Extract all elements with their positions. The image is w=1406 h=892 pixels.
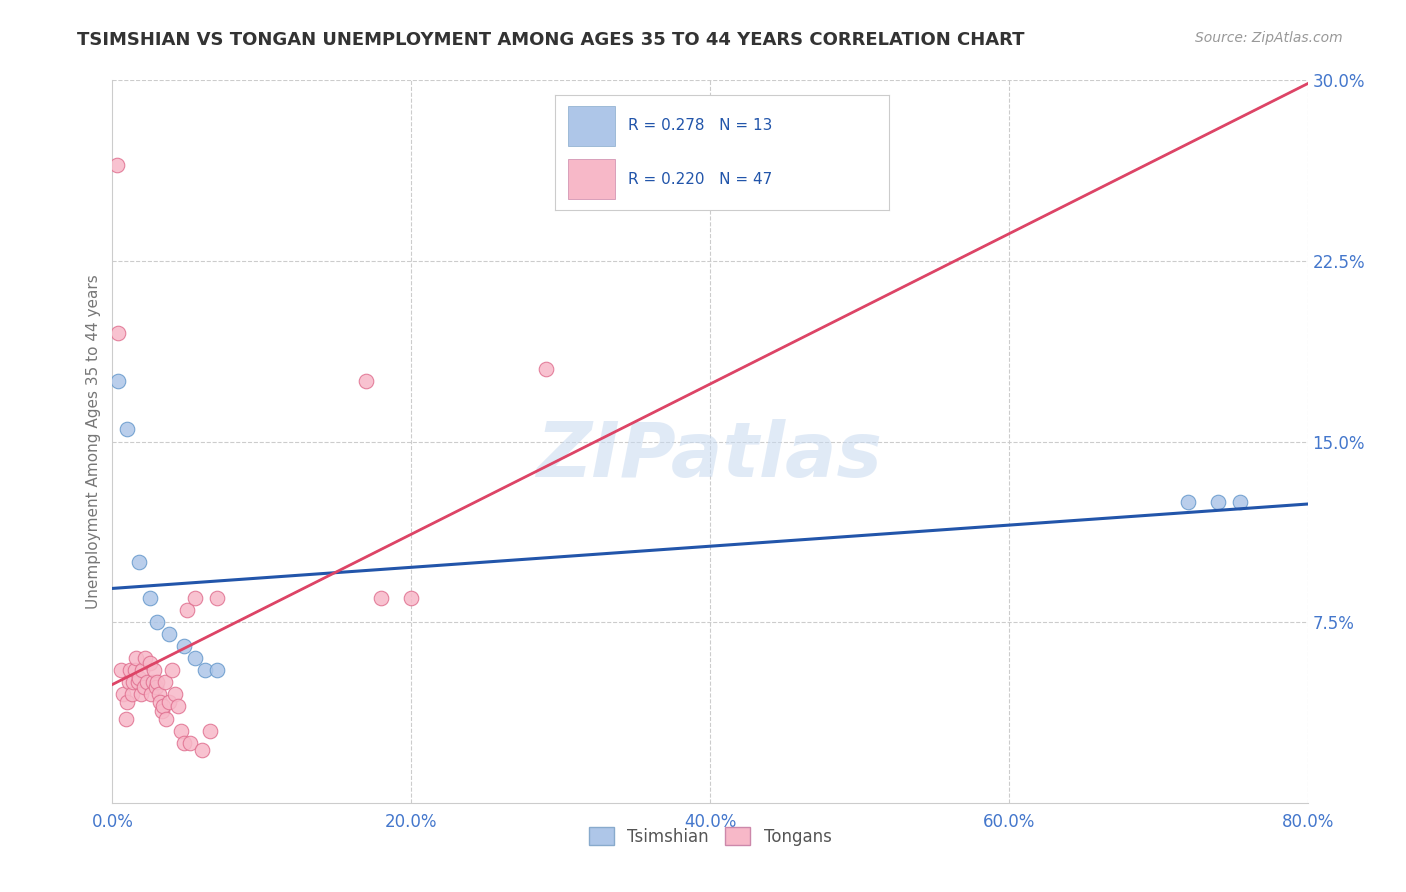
Point [152, 699, 174, 714]
Point [134, 651, 156, 665]
Point [205, 664, 228, 678]
Point [162, 664, 183, 678]
Point [117, 422, 139, 436]
Point [110, 664, 132, 678]
Point [132, 680, 155, 694]
Point [125, 651, 148, 665]
Point [139, 656, 162, 670]
Point [176, 603, 198, 617]
Point [157, 627, 180, 641]
Point [127, 675, 149, 690]
Point [142, 675, 165, 690]
Legend: Tsimshian, Tongans: Tsimshian, Tongans [582, 821, 838, 852]
Point [122, 675, 145, 690]
Point [128, 671, 150, 685]
Point [135, 675, 157, 690]
Point [120, 664, 142, 678]
Point [149, 695, 172, 709]
Point [105, 157, 128, 171]
Point [194, 664, 217, 678]
Point [115, 712, 138, 726]
Point [153, 675, 176, 690]
Point [107, 326, 129, 340]
Text: TSIMSHIAN VS TONGAN UNEMPLOYMENT AMONG AGES 35 TO 44 YEARS CORRELATION CHART: TSIMSHIAN VS TONGAN UNEMPLOYMENT AMONG A… [77, 31, 1025, 49]
Point [121, 687, 143, 701]
Point [143, 664, 166, 678]
Point [183, 651, 205, 665]
Point [118, 675, 141, 690]
Point [139, 591, 162, 605]
Point [128, 555, 150, 569]
Text: Source: ZipAtlas.com: Source: ZipAtlas.com [1195, 31, 1343, 45]
Point [1177, 494, 1199, 508]
Point [401, 591, 423, 605]
Point [157, 695, 180, 709]
Text: ZIPatlas: ZIPatlas [537, 419, 883, 493]
Point [129, 687, 152, 701]
Point [146, 615, 169, 630]
Point [173, 639, 195, 653]
Point [198, 723, 221, 738]
Point [107, 374, 129, 388]
Point [124, 664, 146, 678]
Point [145, 680, 167, 694]
Point [356, 374, 378, 388]
Point [191, 743, 214, 757]
Point [141, 687, 163, 701]
Y-axis label: Unemployment Among Ages 35 to 44 years: Unemployment Among Ages 35 to 44 years [86, 274, 101, 609]
Point [111, 687, 134, 701]
Point [179, 735, 201, 749]
Point [167, 699, 190, 714]
Point [1229, 494, 1251, 508]
Point [534, 362, 557, 376]
Point [148, 687, 170, 701]
Point [150, 704, 173, 718]
Point [370, 591, 392, 605]
Point [1206, 494, 1229, 508]
Point [117, 695, 139, 709]
Point [146, 675, 169, 690]
Point [155, 712, 177, 726]
Point [183, 591, 205, 605]
Point [170, 723, 193, 738]
Point [131, 664, 153, 678]
Point [165, 687, 187, 701]
Point [205, 591, 228, 605]
Point [173, 735, 195, 749]
